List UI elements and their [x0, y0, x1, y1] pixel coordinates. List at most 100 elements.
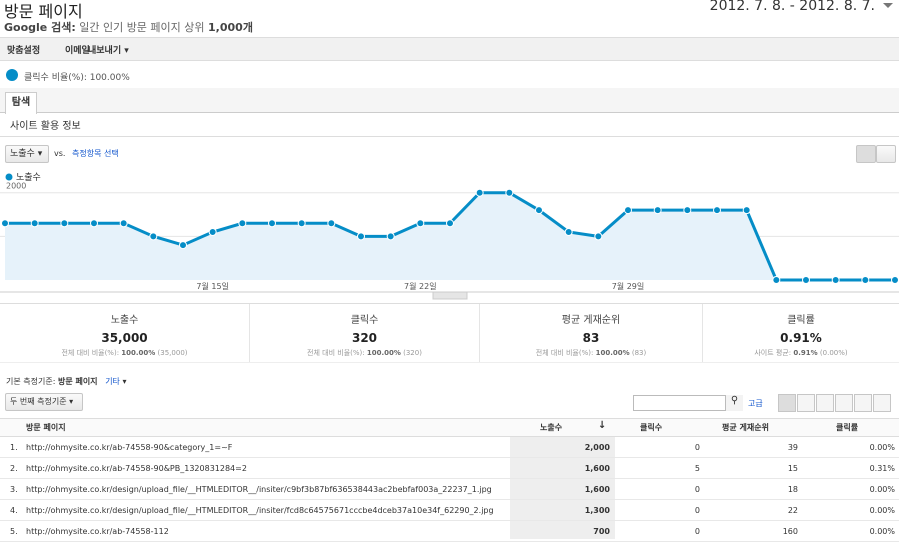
- metric-select[interactable]: 노출수 ▾: [5, 145, 49, 163]
- summary-note-value: 100.00%: [595, 349, 630, 357]
- data-point: [446, 219, 454, 228]
- column-header[interactable]: 클릭수: [640, 423, 663, 432]
- data-point: [594, 232, 603, 241]
- summary-label: 노출수: [110, 315, 139, 326]
- data-point: [119, 219, 128, 228]
- view-button[interactable]: [835, 394, 853, 412]
- advanced-link[interactable]: 고급: [748, 399, 763, 408]
- secondary-dimension[interactable]: 두 번째 측정기준 ▾: [5, 393, 83, 411]
- ctr: 0.00%: [869, 443, 895, 452]
- impressions: 1,300: [584, 506, 610, 515]
- toolbar: [0, 37, 899, 61]
- data-point: [683, 206, 692, 215]
- date-range[interactable]: 2012. 7. 8. - 2012. 8. 7.: [709, 0, 875, 14]
- toolbar-customize[interactable]: 맞춤설정: [7, 46, 41, 56]
- divider: [0, 136, 899, 137]
- summary-note-total: (35,000): [157, 349, 188, 357]
- summary-value: 83: [582, 331, 600, 345]
- row-index: 4.: [10, 506, 18, 515]
- summary-cell: 평균 게재순위 83 전체 대비 비율(%): 100.00% (83): [480, 304, 703, 362]
- data-point: [564, 228, 573, 236]
- data-point: [30, 219, 39, 228]
- row-index: 5.: [10, 527, 18, 536]
- summary-note: 전체 대비 비율(%): 100.00% (35,000): [0, 348, 249, 358]
- column-header[interactable]: 노출수: [540, 423, 563, 432]
- summary-note: 전체 대비 비율(%): 100.00% (83): [480, 348, 702, 358]
- summary-note-total: (0.00%): [819, 349, 848, 357]
- avg-position: 22: [787, 506, 798, 515]
- vs-label: vs.: [54, 149, 66, 158]
- segment-icon[interactable]: [6, 69, 18, 81]
- data-point: [802, 276, 810, 284]
- avg-position: 160: [782, 527, 798, 536]
- chart-collapse-tab[interactable]: [432, 291, 468, 300]
- summary-label: 클릭률: [787, 315, 815, 326]
- data-point: [624, 206, 632, 215]
- row-divider: [0, 499, 899, 500]
- secondary-dimension-label[interactable]: 두 번째 측정기준: [10, 397, 67, 406]
- subtab[interactable]: 사이트 활용 정보: [10, 121, 81, 132]
- summary: 노출수 35,000 전체 대비 비율(%): 100.00% (35,000) 클릭…: [0, 303, 899, 363]
- dimension-other[interactable]: 기타: [105, 377, 120, 386]
- impressions: 2,000: [584, 443, 610, 452]
- summary-cell: 클릭수 320 전체 대비 비율(%): 100.00% (320): [250, 304, 480, 362]
- view-button[interactable]: [873, 394, 891, 412]
- motion-view-button[interactable]: [876, 145, 896, 163]
- summary-note-label: 전체 대비 비율(%):: [307, 349, 365, 357]
- summary-note: 사이트 평균: 0.91% (0.00%): [703, 348, 899, 358]
- summary-note: 전체 대비 비율(%): 100.00% (320): [250, 348, 479, 358]
- line-view-button[interactable]: [856, 145, 876, 163]
- date-dropdown-arrow[interactable]: [883, 3, 893, 13]
- clicks: 0: [694, 443, 700, 452]
- row-url[interactable]: http://ohmysite.co.kr/ab-74558-112: [26, 527, 169, 536]
- summary-cell: 클릭률 0.91% 사이트 평균: 0.91% (0.00%): [703, 304, 899, 362]
- view-button[interactable]: [816, 394, 834, 412]
- y-tick-label: 2000: [6, 182, 26, 191]
- data-point: [149, 232, 158, 241]
- summary-value: 320: [351, 331, 378, 345]
- row-url[interactable]: http://ohmysite.co.kr/design/upload_file…: [26, 485, 492, 494]
- avg-position: 39: [787, 443, 798, 452]
- avg-position: 18: [787, 485, 798, 494]
- toolbar-export[interactable]: 내보내기 ▾: [88, 46, 129, 56]
- tab-explore[interactable]: 탐색: [5, 92, 37, 114]
- column-header[interactable]: 평균 게재순위: [722, 423, 769, 432]
- clicks: 0: [694, 485, 700, 494]
- toolbar-email[interactable]: 이메일: [65, 46, 90, 56]
- toolbar-export-label[interactable]: 내보내기: [88, 46, 122, 56]
- data-point: [653, 206, 662, 215]
- data-point: [713, 206, 721, 215]
- dimension-row: 기본 측정기준: 방문 페이지 기타 ▾: [6, 377, 127, 386]
- data-point: [386, 232, 395, 241]
- search-button[interactable]: ⚲: [725, 395, 743, 411]
- row-divider: [0, 520, 899, 521]
- summary-note-value: 100.00%: [366, 349, 401, 357]
- data-point: [772, 276, 781, 284]
- dimension-value[interactable]: 방문 페이지: [57, 377, 98, 386]
- column-header[interactable]: 클릭률: [836, 423, 859, 432]
- data-point: [357, 232, 365, 241]
- subtitle-count: 1,000개: [208, 21, 253, 34]
- row-url[interactable]: http://ohmysite.co.kr/design/upload_file…: [26, 506, 494, 515]
- data-point: [327, 219, 336, 228]
- x-tick-label: 7월 22일: [404, 281, 437, 291]
- metric-link[interactable]: 측정항목 선택: [72, 149, 119, 158]
- column-header[interactable]: 방문 페이지: [26, 423, 66, 432]
- row-url[interactable]: http://ohmysite.co.kr/ab-74558-90&PB_132…: [26, 464, 247, 473]
- view-button[interactable]: [797, 394, 815, 412]
- view-button[interactable]: [778, 394, 796, 412]
- sorted-column-bg: [510, 437, 615, 539]
- data-point: [90, 219, 98, 228]
- data-point: [297, 219, 306, 228]
- ctr: 0.00%: [869, 506, 895, 515]
- impressions: 1,600: [584, 485, 610, 494]
- row-url[interactable]: http://ohmysite.co.kr/ab-74558-90&catego…: [26, 443, 233, 452]
- data-point: [416, 219, 425, 228]
- view-button[interactable]: [854, 394, 872, 412]
- row-index: 2.: [10, 464, 18, 473]
- legend-label: 노출수: [16, 172, 41, 183]
- table-header: [0, 418, 899, 437]
- metric-select-label[interactable]: 노출수: [10, 149, 35, 159]
- data-point: [179, 241, 187, 250]
- summary-value: 35,000: [101, 331, 148, 345]
